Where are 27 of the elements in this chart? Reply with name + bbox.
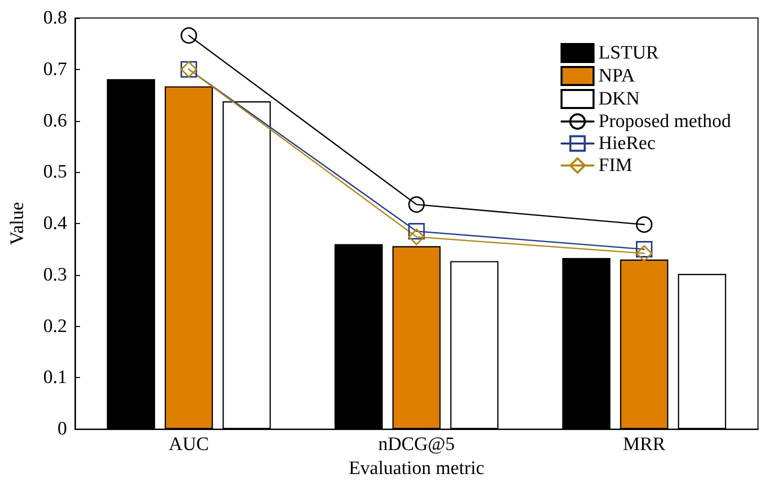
x-tick-label: nDCG@5 <box>378 434 455 456</box>
y-tick-label: 0.2 <box>43 316 67 337</box>
y-tick-label: 0.7 <box>43 58 67 80</box>
point <box>408 228 425 246</box>
point <box>636 240 652 258</box>
x-axis-title: Evaluation metric <box>348 458 484 479</box>
x-tick-label: AUC <box>168 434 209 456</box>
y-tick-label: 0.5 <box>43 162 67 183</box>
x-tick-label: MRR <box>623 434 666 456</box>
y-axis-title: Value <box>7 202 28 246</box>
y-tick-label: 0.6 <box>43 110 67 132</box>
y-tick-label: 0.4 <box>43 213 68 234</box>
legend-label: FIM <box>598 155 632 176</box>
y-tick-label: 0.8 <box>43 8 67 28</box>
legend-label: NPA <box>598 66 636 86</box>
legend-label: LSTUR <box>598 42 660 64</box>
legend-label: HieRec <box>598 133 656 154</box>
y-tick-label: 0.3 <box>43 264 67 286</box>
legend-label: Proposed method <box>598 111 732 132</box>
y-tick-label: 0 <box>58 418 67 440</box>
point <box>636 245 652 262</box>
point <box>408 196 425 213</box>
point <box>180 27 198 44</box>
y-tick-label: 0.1 <box>43 367 67 388</box>
point <box>636 216 652 233</box>
legend-label: DKN <box>598 88 640 110</box>
point <box>408 223 425 240</box>
